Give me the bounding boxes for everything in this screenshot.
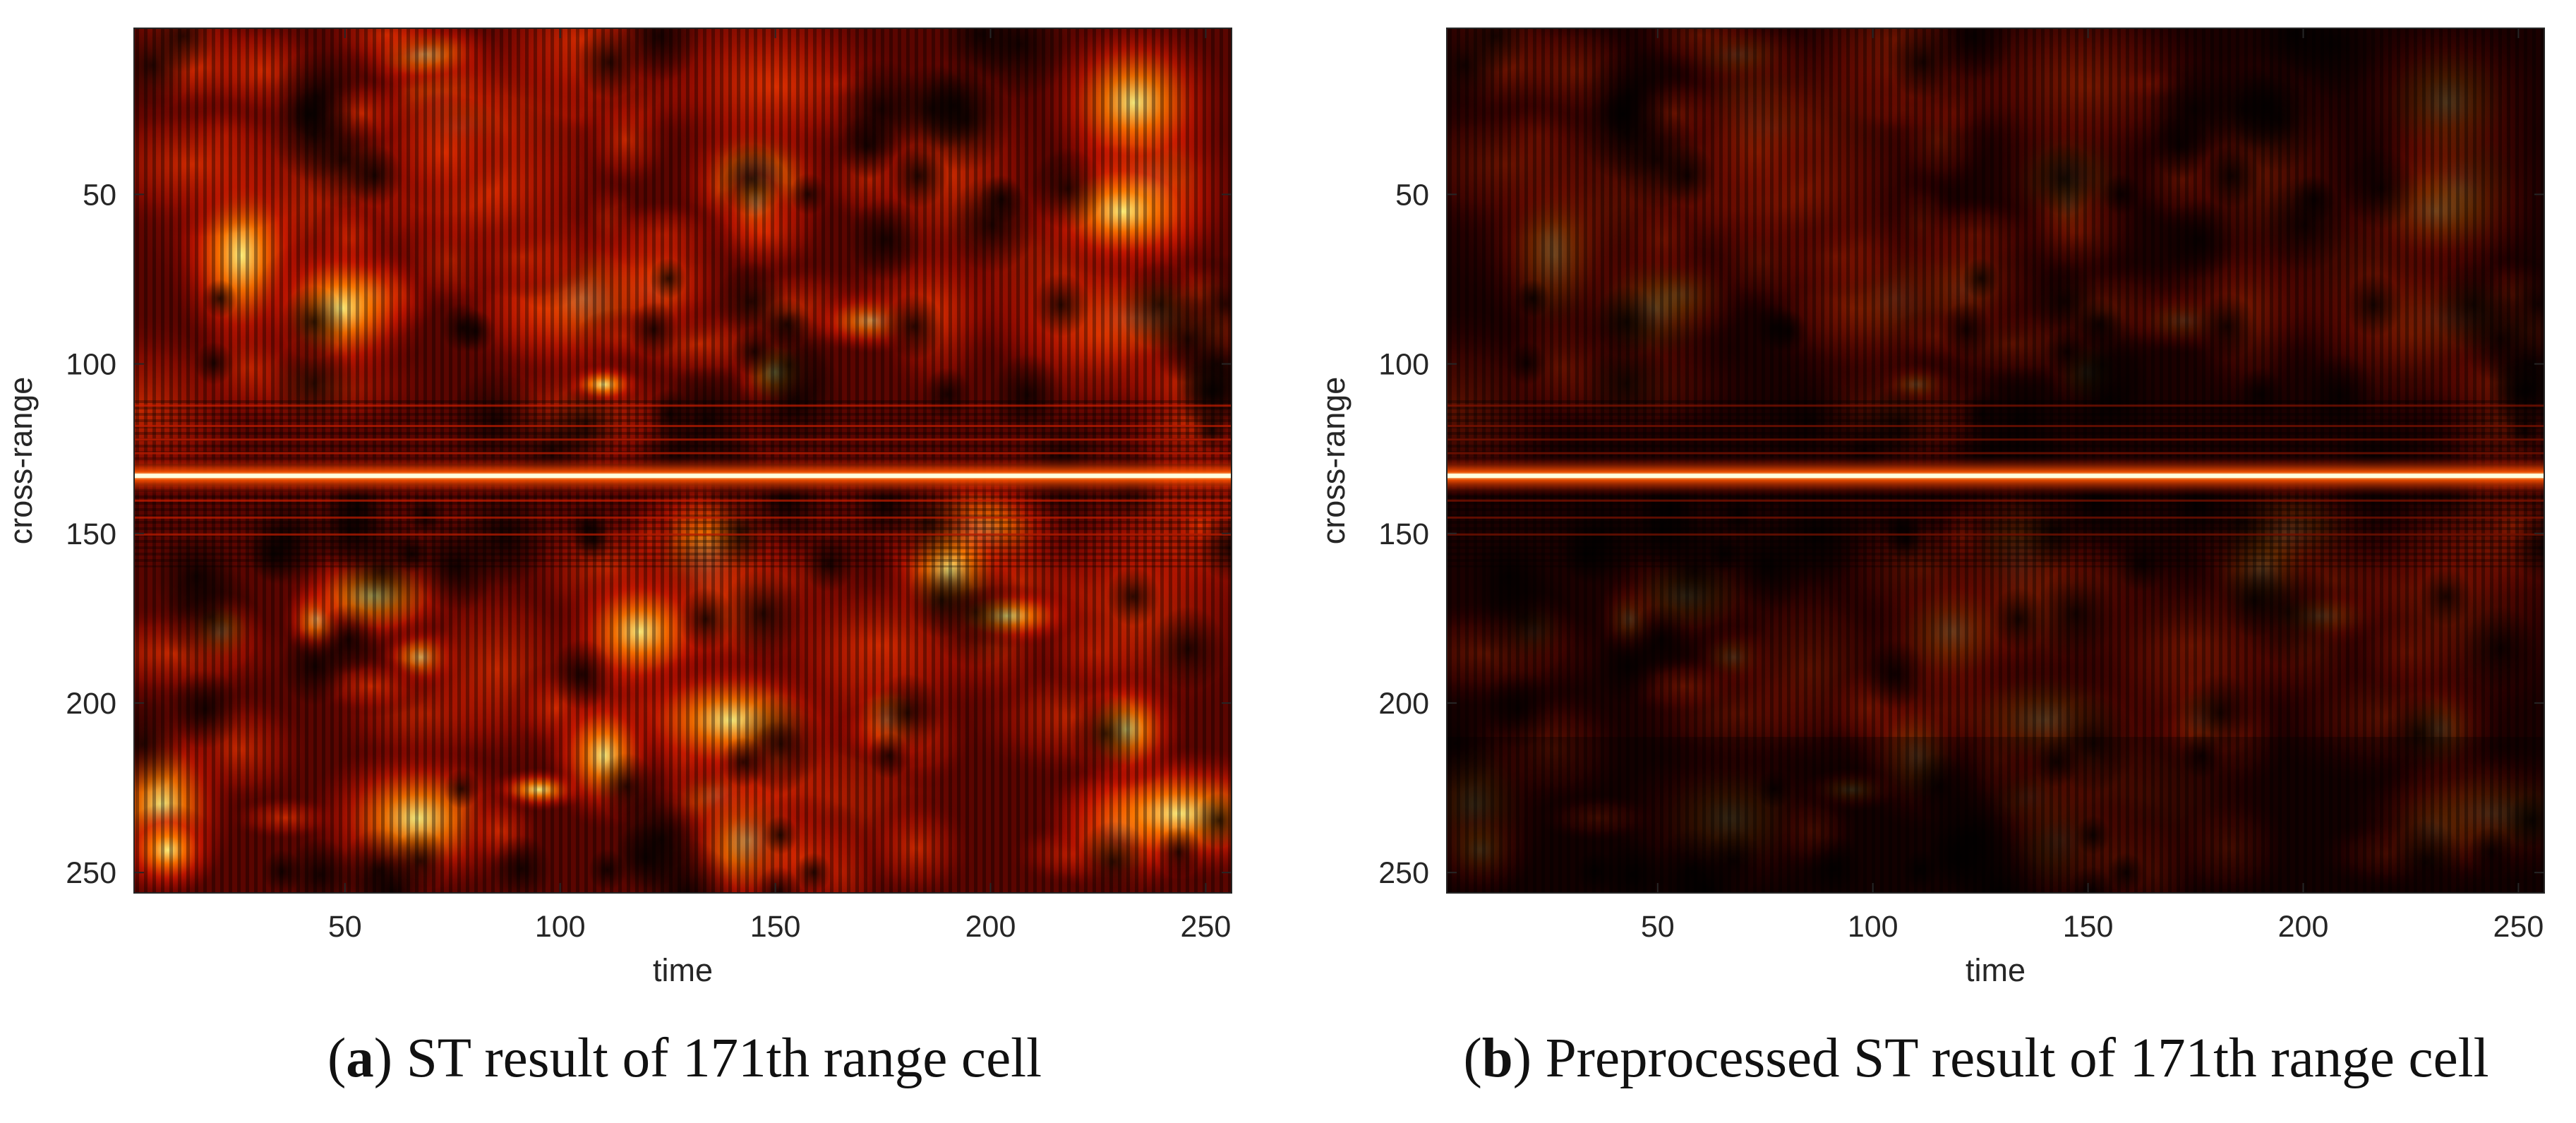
x-tick-label: 100 [535,910,586,944]
caption-a-open: ( [327,1028,347,1089]
y-axis-label: cross-range [3,377,39,545]
x-tick-label: 250 [1181,910,1232,944]
caption-b-letter: b [1481,1028,1513,1089]
attenuation-bottom [1447,737,2544,893]
y-axis-label: cross-range [1316,377,1352,545]
x-tick-label: 50 [1641,910,1675,944]
x-tick-label: 150 [750,910,801,944]
band-line [134,516,1232,519]
axes-box [1446,28,2545,894]
caption-b-text: Preprocessed ST result of 171th range ce… [1545,1028,2489,1089]
band-line [1447,438,2544,441]
x-tick-label: 200 [2278,910,2329,944]
y-tick-label: 150 [1378,517,1429,551]
band-line [134,425,1232,428]
strong-line [1447,474,2544,479]
band-line [134,499,1232,502]
band-line [134,438,1232,441]
panel-b: 50 100 150 200 250 50 100 150 200 250 time cross-ra… [1316,28,2545,988]
band-line [134,452,1232,455]
y-tick-label: 250 [66,856,116,890]
caption-a: (a) ST result of 171th range cell [134,1027,1235,1091]
band-line [134,533,1232,536]
band-line [1447,404,2544,407]
band-line [134,404,1232,407]
x-axis-label: time [653,952,713,988]
x-axis-label: time [1966,952,2026,988]
x-tick-label: 250 [2493,910,2544,944]
caption-b-close: ) [1512,1028,1531,1089]
band-line [1447,499,2544,502]
caption-a-close: ) [373,1028,393,1089]
y-tick-label: 100 [1378,348,1429,382]
panel-a: 50 100 150 200 250 50 100 150 200 250 time cross-ra… [3,28,1232,988]
y-tick-label: 50 [1395,178,1429,212]
heatmap-b [1447,28,2544,893]
y-tick-label: 150 [66,517,116,551]
y-tick-label: 100 [66,348,116,382]
caption-a-text: ST result of 171th range cell [406,1028,1042,1089]
y-tick-label: 200 [66,687,116,721]
x-tick-label: 150 [2063,910,2114,944]
y-tick-label: 50 [83,178,116,212]
y-tick-label: 250 [1378,856,1429,890]
y-tick-label: 200 [1378,687,1429,721]
band-line [1447,516,2544,519]
x-tick-label: 100 [1848,910,1898,944]
caption-b: (b) Preprocessed ST result of 171th rang… [1383,1027,2569,1091]
caption-b-open: ( [1463,1028,1482,1089]
band-line [1447,452,2544,455]
strong-line [134,474,1232,479]
axes-box [133,28,1232,894]
x-tick-label: 50 [328,910,362,944]
band-line [1447,533,2544,536]
x-tick-label: 200 [965,910,1016,944]
caption-a-letter: a [346,1028,374,1089]
heatmap-a [134,28,1232,893]
band-line [1447,425,2544,428]
